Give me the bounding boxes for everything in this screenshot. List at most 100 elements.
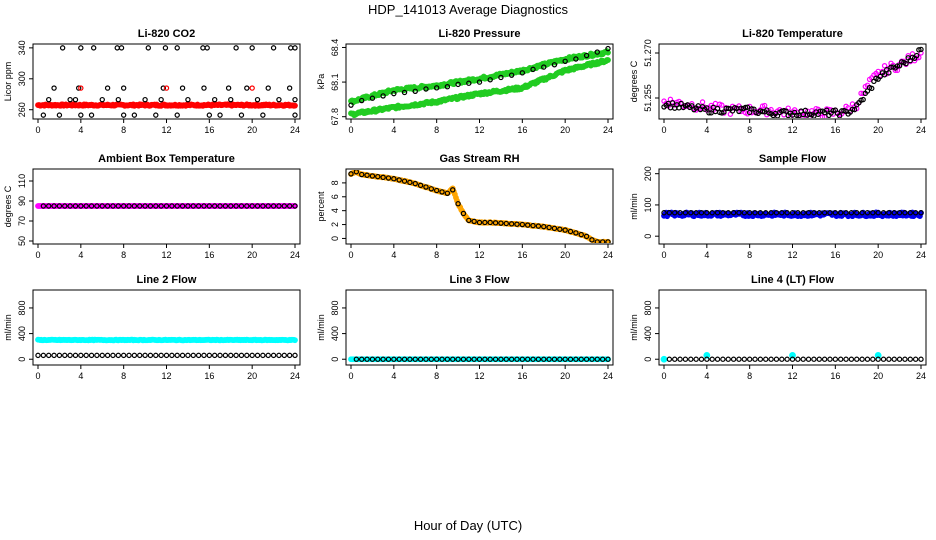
data-point-line4-black bbox=[688, 356, 694, 362]
data-point-line2-black bbox=[190, 352, 196, 359]
data-point-rh-black bbox=[599, 239, 606, 243]
data-points bbox=[35, 203, 298, 209]
data-point-pressure-black bbox=[401, 89, 408, 96]
data-point-line4-black bbox=[779, 356, 785, 362]
data-point-line3-black bbox=[594, 356, 600, 362]
data-point-pressure-black bbox=[369, 95, 376, 101]
data-points bbox=[661, 209, 924, 220]
data-point-sample-flow-black bbox=[763, 210, 769, 216]
data-point-sample-flow-black bbox=[784, 210, 790, 216]
y-axis-label: degrees C bbox=[629, 60, 639, 102]
x-tick-label: 16 bbox=[517, 125, 527, 135]
data-point-line4-black bbox=[763, 356, 769, 362]
data-point-box-temp-black bbox=[126, 203, 132, 209]
data-point-rh-black bbox=[385, 175, 392, 181]
y-tick-label: 0 bbox=[643, 357, 653, 362]
data-point-box-temp-black bbox=[260, 203, 266, 209]
x-tick-label: 0 bbox=[35, 125, 40, 135]
data-point-line4-black bbox=[704, 356, 710, 362]
y-axis-label: Licor ppm bbox=[3, 62, 13, 102]
data-point-line3-black bbox=[380, 356, 386, 362]
data-point-co2-black-mid bbox=[46, 96, 52, 103]
x-tick-label: 24 bbox=[290, 371, 300, 381]
data-point-line4-black bbox=[832, 356, 839, 362]
data-point-line2-black bbox=[174, 352, 180, 359]
data-point-sample-flow-black bbox=[757, 210, 764, 216]
plot-frame bbox=[658, 168, 927, 245]
data-point-co2-black-low bbox=[217, 112, 223, 118]
data-point-rh-black bbox=[466, 217, 472, 224]
data-point-line2-black bbox=[211, 352, 218, 359]
data-point-line2-black bbox=[270, 352, 277, 359]
data-point-line2-black bbox=[163, 352, 170, 359]
data-point-temperature-black bbox=[714, 105, 721, 112]
data-point-rh-black bbox=[567, 228, 574, 235]
data-point-temperature-black bbox=[881, 72, 888, 78]
data-point-co2-black-high bbox=[114, 45, 120, 51]
data-point-pressure-black bbox=[423, 86, 429, 92]
data-point-sample-flow-black bbox=[746, 210, 753, 216]
data-point-line3-black bbox=[391, 356, 397, 362]
data-point-co2-black-high bbox=[200, 45, 206, 51]
data-point-temperature-black bbox=[725, 105, 731, 112]
data-point-box-temp-black bbox=[185, 203, 191, 209]
x-tick-label: 24 bbox=[916, 250, 926, 260]
data-point-line3-black bbox=[364, 356, 370, 362]
data-point-pressure-black bbox=[455, 81, 461, 88]
data-point-rh-black bbox=[471, 218, 477, 225]
data-point-sample-flow-black bbox=[816, 210, 822, 216]
data-point-temperature-black bbox=[918, 46, 924, 53]
chart-title: Sample Flow bbox=[759, 153, 827, 165]
data-point-box-temp-black bbox=[254, 203, 261, 209]
data-point-line4-black bbox=[789, 356, 796, 362]
data-point-sample-flow-black bbox=[811, 210, 817, 216]
y-axis-label: kPa bbox=[316, 74, 326, 90]
data-point-box-temp-black bbox=[83, 203, 89, 209]
data-point-sample-flow-black bbox=[768, 210, 774, 216]
data-point-co2-black-high bbox=[78, 45, 84, 51]
y-tick-label: 100 bbox=[643, 197, 653, 212]
data-point-box-temp-black bbox=[211, 203, 218, 209]
data-point-pressure-black bbox=[594, 49, 600, 55]
data-point-temperature-black bbox=[783, 108, 789, 114]
data-point-pressure-black bbox=[541, 64, 547, 70]
data-point-box-temp-black bbox=[169, 203, 175, 209]
y-tick-label: 90 bbox=[17, 196, 27, 206]
data-point-line2-black bbox=[201, 352, 207, 359]
y-tick-label: 2 bbox=[330, 222, 340, 227]
data-point-sample-flow-black bbox=[672, 210, 678, 216]
data-point-temperature-black bbox=[706, 110, 712, 116]
data-point-line4-black bbox=[864, 356, 871, 362]
data-point-co2-black-mid bbox=[185, 96, 191, 103]
data-point-line4-black bbox=[891, 356, 897, 362]
data-point-line3-black bbox=[476, 356, 483, 362]
data-point-co2-red bbox=[292, 102, 298, 109]
data-point-pressure-black bbox=[551, 62, 558, 68]
data-point-box-temp-black bbox=[62, 203, 68, 209]
data-point-line4-black bbox=[768, 356, 774, 362]
data-point-line2-black bbox=[233, 352, 239, 359]
x-tick-label: 20 bbox=[873, 371, 883, 381]
data-point-line2-black bbox=[35, 352, 41, 359]
data-point-co2-red-mid bbox=[78, 85, 84, 91]
data-point-box-temp-black bbox=[67, 203, 73, 209]
data-point-sample-flow-black bbox=[704, 210, 710, 216]
data-point-line3-black bbox=[487, 356, 493, 362]
y-tick-label: 0 bbox=[330, 357, 340, 362]
data-point-co2-black-high bbox=[174, 45, 180, 51]
data-point-rh-black bbox=[514, 221, 520, 227]
chart-title: Line 3 Flow bbox=[450, 274, 510, 286]
data-point-sample-flow-black bbox=[864, 210, 871, 216]
data-point-rh-black bbox=[492, 220, 499, 226]
data-point-co2-black-upper bbox=[160, 85, 166, 91]
data-point-pressure-black bbox=[412, 88, 418, 95]
data-point-rh-black bbox=[348, 171, 354, 177]
data-point-line4-black bbox=[677, 356, 683, 362]
x-tick-label: 8 bbox=[121, 125, 126, 135]
data-point-box-temp-black bbox=[270, 203, 277, 209]
data-point-line4-cyan-spikes bbox=[703, 351, 711, 359]
y-axis-label: percent bbox=[316, 191, 326, 222]
data-point-temperature-black bbox=[802, 107, 809, 114]
data-point-line4-black bbox=[918, 356, 924, 362]
data-point-line3-black bbox=[417, 356, 424, 362]
